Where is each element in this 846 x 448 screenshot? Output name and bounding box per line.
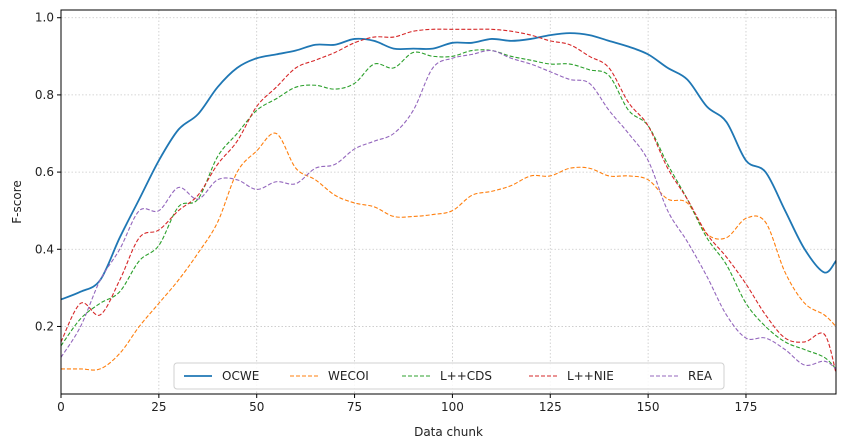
legend: OCWE WECOI L++CDS L++NIE REA [173, 362, 725, 390]
plot-frame [60, 9, 837, 395]
x-tick-label: 25 [151, 400, 166, 414]
legend-label: L++NIE [567, 369, 614, 383]
legend-label: OCWE [222, 369, 259, 383]
x-tick-label: 50 [249, 400, 264, 414]
legend-label: REA [688, 369, 713, 383]
series-line-rea [60, 49, 837, 370]
y-tick-label: 1.0 [35, 11, 54, 25]
series-line-l-nie [60, 28, 837, 373]
x-tick-label: 150 [637, 400, 660, 414]
series-line-ocwe [60, 32, 837, 301]
y-tick-label: 0.4 [35, 242, 54, 256]
series-line-l-cds [60, 49, 837, 370]
x-tick-label: 175 [735, 400, 758, 414]
y-tick-label: 0.8 [35, 88, 54, 102]
y-tick-label: 0.6 [35, 165, 54, 179]
series-line-wecoi [61, 132, 837, 371]
grid [60, 10, 836, 394]
legend-label: WECOI [328, 369, 369, 383]
x-axis-label: Data chunk [414, 425, 483, 439]
x-tick-label: 100 [441, 400, 464, 414]
x-tick-label: 0 [57, 400, 65, 414]
y-axis-label: F-score [10, 180, 24, 223]
legend-box [173, 362, 725, 390]
y-tick-label: 0.2 [35, 319, 54, 333]
x-tick-label: 75 [347, 400, 362, 414]
x-axis-ticks: 0 25 50 75 100 125 150 175 [57, 394, 757, 414]
y-axis-ticks: 0.2 0.4 0.6 0.8 1.0 [35, 11, 61, 333]
legend-label: L++CDS [440, 369, 492, 383]
series-lines [60, 28, 837, 373]
x-tick-label: 125 [539, 400, 562, 414]
